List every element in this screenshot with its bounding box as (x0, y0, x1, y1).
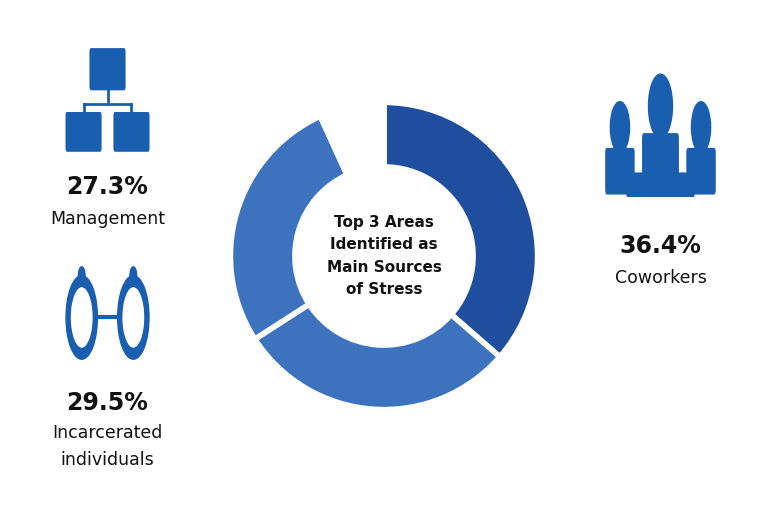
FancyBboxPatch shape (65, 112, 101, 152)
FancyBboxPatch shape (89, 48, 126, 90)
Text: Management: Management (50, 210, 165, 228)
Circle shape (648, 74, 673, 138)
FancyBboxPatch shape (627, 173, 694, 197)
Text: 29.5%: 29.5% (67, 392, 148, 415)
FancyBboxPatch shape (687, 148, 716, 195)
Wedge shape (230, 116, 347, 339)
Circle shape (611, 102, 630, 153)
Text: Incarcerated: Incarcerated (52, 424, 163, 442)
Wedge shape (320, 102, 384, 175)
FancyBboxPatch shape (114, 112, 150, 152)
Wedge shape (255, 304, 500, 410)
Wedge shape (384, 102, 538, 357)
Text: 27.3%: 27.3% (67, 175, 148, 199)
Circle shape (130, 267, 137, 285)
Text: Top 3 Areas
Identified as
Main Sources
of Stress: Top 3 Areas Identified as Main Sources o… (326, 215, 442, 297)
FancyBboxPatch shape (642, 133, 679, 187)
Text: individuals: individuals (61, 451, 154, 469)
Circle shape (691, 102, 710, 153)
Text: Coworkers: Coworkers (614, 269, 707, 287)
Text: 36.4%: 36.4% (620, 234, 701, 258)
Circle shape (78, 267, 85, 285)
FancyBboxPatch shape (605, 148, 634, 195)
